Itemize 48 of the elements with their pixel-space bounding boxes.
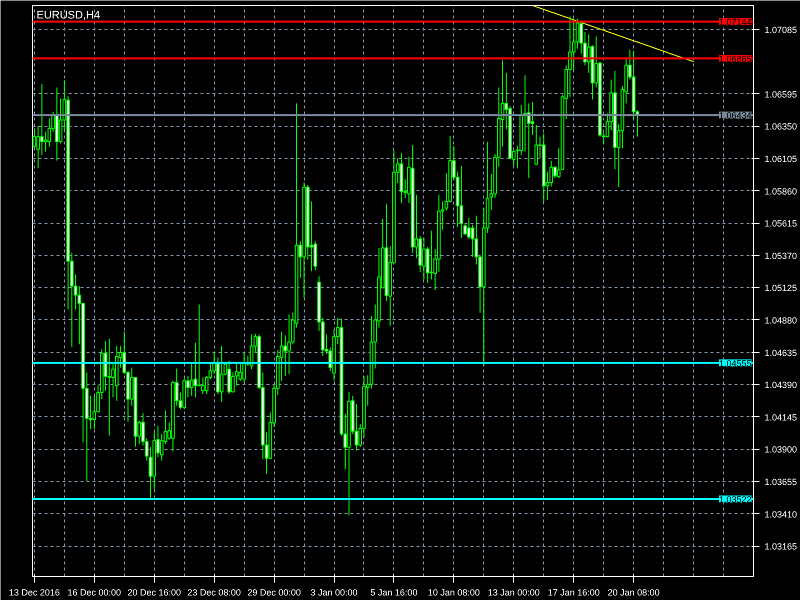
y-tick-label: 1.06595 [764,89,798,100]
candlestick [430,230,434,280]
y-tick-label: 1.04145 [764,412,798,422]
x-tick-label: 10 Jan 08:00 [428,588,480,598]
y-tick-label: 1.04390 [764,380,798,390]
y-tick-label: 1.06105 [764,154,798,164]
ref-line-label: 1.06865 [718,54,752,64]
y-tick-label: 1.03900 [764,444,798,455]
y-tick-label: 1.05860 [764,186,798,196]
candlestick [284,334,288,376]
y-tick-label: 1.04635 [764,348,798,358]
x-tick-label: 20 Jan 08:00 [608,588,660,598]
y-tick-label: 1.03410 [764,509,798,520]
ref-line-label: 1.04555 [718,358,752,368]
y-tick-label: 1.03655 [764,476,798,487]
y-tick-label: 1.05125 [764,283,798,294]
y-tick-label: 1.06350 [764,122,798,132]
ref-line-label: 1.07144 [718,17,752,28]
candlestick [201,376,205,395]
candlestick [534,124,538,166]
x-tick-label: 29 Dec 00:00 [247,588,301,598]
candlestick [44,131,48,152]
candlestick [467,218,471,240]
candlestick [40,84,44,156]
y-tick-label: 1.07085 [764,24,798,35]
candlestick [287,314,291,375]
x-tick-label: 20 Dec 16:00 [127,588,182,598]
y-tick-label: 1.04880 [764,316,798,326]
candlestick [220,345,224,402]
candlestick [460,165,464,239]
ref-line-label: 1.06434 [718,110,752,121]
candlestick [422,238,426,280]
x-tick-label: 23 Dec 08:00 [187,588,241,598]
x-tick-label: 16 Dec 00:00 [68,588,122,598]
ref-line-label: 1.03522 [718,494,752,504]
y-tick-label: 1.03165 [764,542,798,552]
x-tick-label: 3 Jan 00:00 [310,588,358,598]
line-series [532,6,694,62]
x-tick-label: 13 Dec 2016 [8,588,60,598]
chart-title: EURUSD,H4 [36,10,100,22]
x-tick-label: 13 Jan 00:00 [488,588,540,598]
y-tick-label: 1.05615 [764,218,798,229]
candlestick [107,338,112,436]
candlestick [530,101,534,136]
x-tick-label: 17 Jan 16:00 [548,588,600,598]
y-tick-label: 1.05370 [764,250,798,261]
candlestick [227,360,231,395]
x-tick-label: 5 Jan 16:00 [370,588,418,598]
